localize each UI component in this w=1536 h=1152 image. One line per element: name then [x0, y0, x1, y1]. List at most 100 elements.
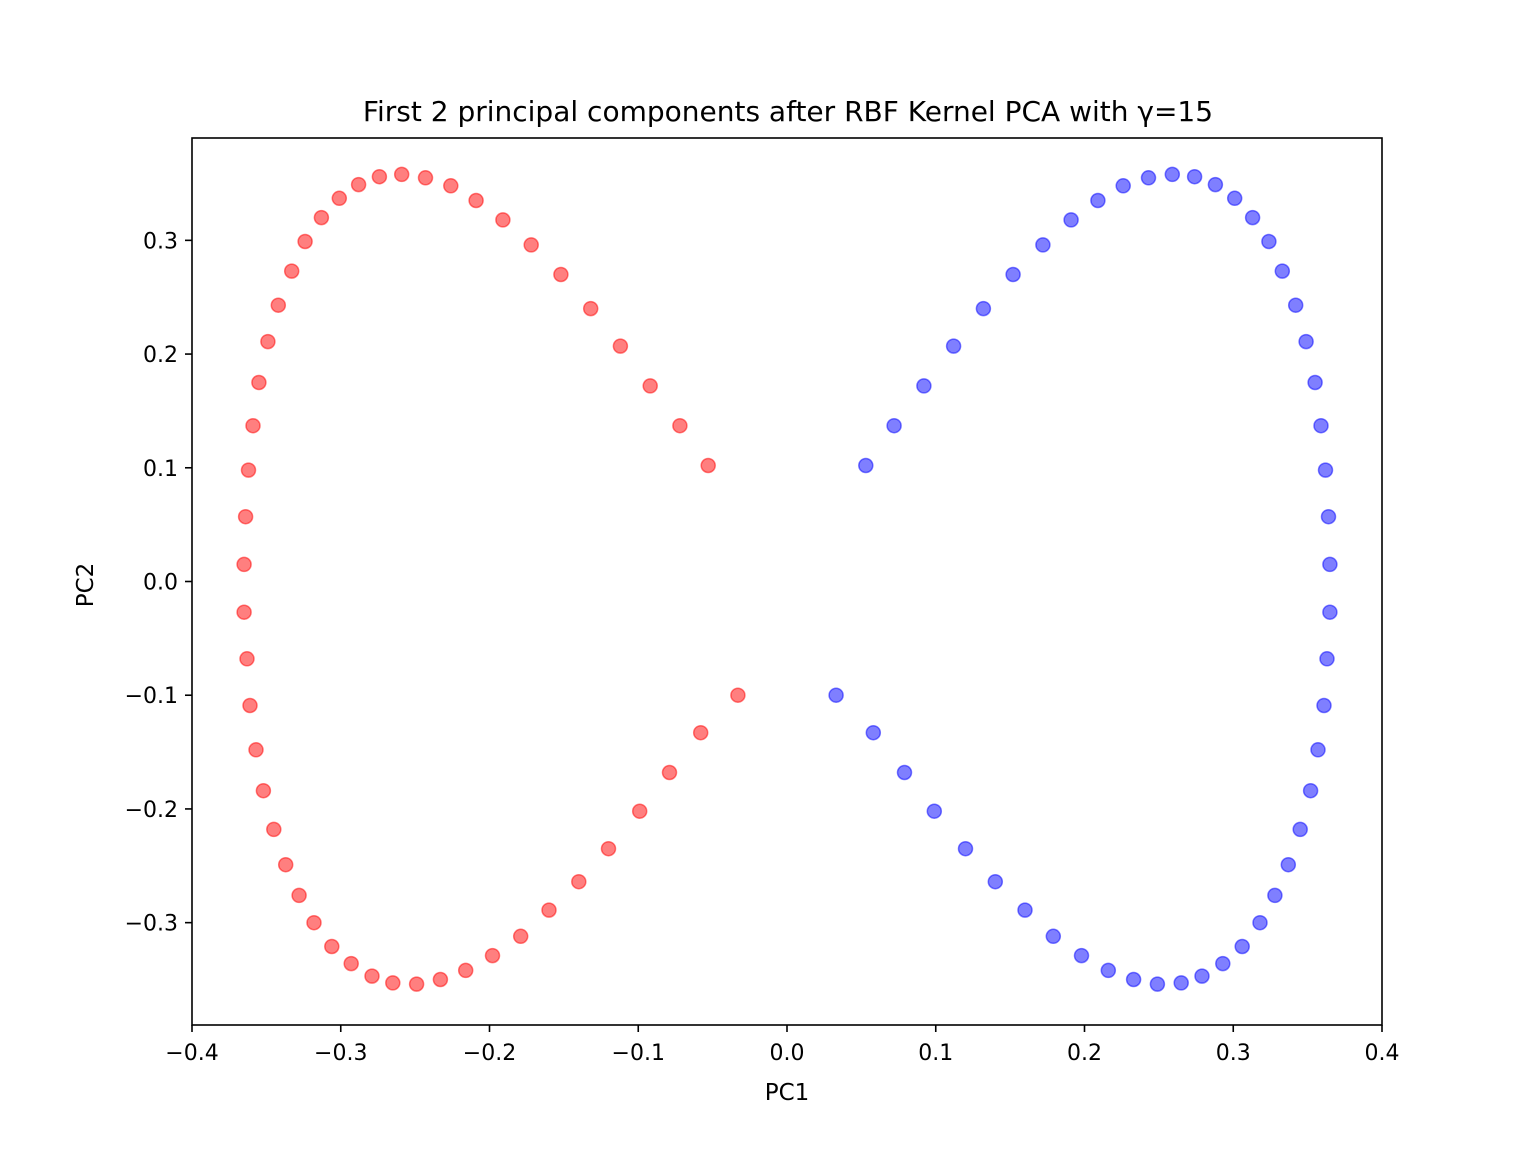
scatter-point	[270, 297, 287, 313]
scatter-point	[1292, 821, 1308, 838]
scatter-point	[385, 975, 401, 991]
scatter-point	[364, 968, 380, 984]
scatter-point	[1045, 928, 1062, 945]
scatter-point	[945, 338, 962, 354]
scatter-point	[672, 417, 688, 434]
scatter-point	[313, 209, 330, 226]
scatter-point	[975, 300, 992, 317]
x-tick-label: −0.2	[463, 1041, 516, 1066]
scatter-point	[1302, 782, 1319, 799]
scatter-point	[324, 938, 340, 955]
scatter-point	[523, 237, 539, 253]
scatter-point	[1164, 166, 1181, 183]
scatter-point	[582, 300, 599, 317]
scatter-point	[858, 457, 874, 474]
y-tick-label: −0.1	[125, 684, 178, 709]
scatter-point	[1313, 417, 1329, 434]
y-tick-label: 0.2	[143, 343, 178, 368]
scatter-point	[239, 651, 255, 667]
scatter-point	[700, 457, 716, 474]
scatter-point	[1173, 975, 1189, 991]
scatter-point	[417, 170, 434, 186]
scatter-point	[571, 873, 587, 890]
scatter-point	[926, 803, 943, 819]
scatter-point	[1307, 374, 1323, 391]
scatter-point	[512, 928, 529, 945]
scatter-point	[828, 687, 844, 703]
scatter-point	[1090, 192, 1106, 209]
chart-title: First 2 principal components after RBF K…	[363, 95, 1213, 128]
scatter-point	[1073, 947, 1090, 964]
scatter-point	[1280, 856, 1297, 873]
x-axis-label: PC1	[765, 1080, 810, 1106]
x-tick-label: −0.3	[314, 1041, 367, 1066]
x-tick-label: −0.4	[165, 1041, 218, 1066]
scatter-point	[1274, 263, 1291, 279]
y-tick-label: 0.3	[143, 229, 178, 254]
scatter-point	[600, 840, 617, 857]
scatter-point	[245, 417, 261, 434]
scatter-point	[1244, 209, 1261, 226]
scatter-point	[1005, 266, 1021, 283]
scatter-point	[1035, 237, 1051, 253]
scatter-point	[1194, 968, 1210, 984]
scatter-point	[1322, 556, 1338, 573]
scatter-point	[266, 821, 282, 838]
scatter-point	[1310, 742, 1326, 758]
scatter-point	[1322, 604, 1338, 620]
x-tick-label: 0.4	[1365, 1041, 1400, 1066]
scatter-point	[242, 697, 258, 714]
scatter-point	[987, 873, 1004, 890]
scatter-point	[957, 840, 974, 857]
scatter-point	[251, 374, 267, 391]
x-axis-ticks: −0.4 −0.3 −0.2 −0.1 0.0 0.1 0.2 0.3 0.4	[165, 1025, 1400, 1066]
scatter-point	[484, 947, 501, 964]
scatter-point	[1234, 938, 1250, 955]
x-tick-label: 0.2	[1067, 1041, 1102, 1066]
scatter-point	[393, 166, 410, 183]
scatter-point	[277, 856, 294, 873]
y-axis-ticks: −0.3 −0.2 −0.1 0.0 0.1 0.2 0.3	[125, 229, 192, 937]
scatter-point	[1186, 168, 1203, 185]
scatter-point	[1316, 697, 1332, 714]
scatter-point	[1267, 887, 1283, 904]
scatter-point	[1319, 651, 1335, 667]
scatter-point	[886, 417, 902, 434]
scatter-point	[1115, 178, 1131, 194]
scatter-point	[1125, 971, 1142, 988]
scatter-point	[291, 887, 307, 904]
scatter-point	[553, 266, 569, 283]
scatter-point	[916, 378, 932, 394]
scatter-point	[1261, 233, 1277, 250]
scatter-point	[1215, 955, 1231, 972]
y-tick-label: −0.2	[125, 798, 178, 823]
scatter-point	[495, 212, 511, 228]
scatter-point	[306, 914, 322, 931]
scatter-point	[865, 724, 882, 741]
scatter-point	[443, 178, 459, 194]
y-tick-label: 0.0	[143, 571, 178, 596]
scatter-point	[283, 263, 300, 279]
scatter-point	[642, 378, 658, 394]
scatter-point	[730, 687, 746, 703]
scatter-point	[1320, 508, 1337, 525]
x-tick-label: 0.0	[770, 1041, 805, 1066]
scatter-point	[248, 742, 264, 758]
scatter-point	[541, 902, 557, 918]
scatter-point	[255, 782, 272, 799]
scatter-point	[297, 233, 313, 250]
scatter-point	[371, 168, 388, 185]
scatter-point	[1207, 176, 1224, 193]
scatter-point	[612, 338, 629, 354]
scatter-point	[1100, 962, 1117, 979]
scatter-point	[1226, 190, 1243, 207]
scatter-point	[468, 192, 484, 209]
scatter-point	[432, 971, 449, 988]
scatter-point	[343, 955, 359, 972]
scatter-point	[1317, 462, 1334, 478]
scatter-point	[661, 764, 678, 781]
scatter-point	[236, 556, 252, 573]
scatter-point	[331, 190, 348, 207]
scatter-point	[1140, 170, 1157, 186]
